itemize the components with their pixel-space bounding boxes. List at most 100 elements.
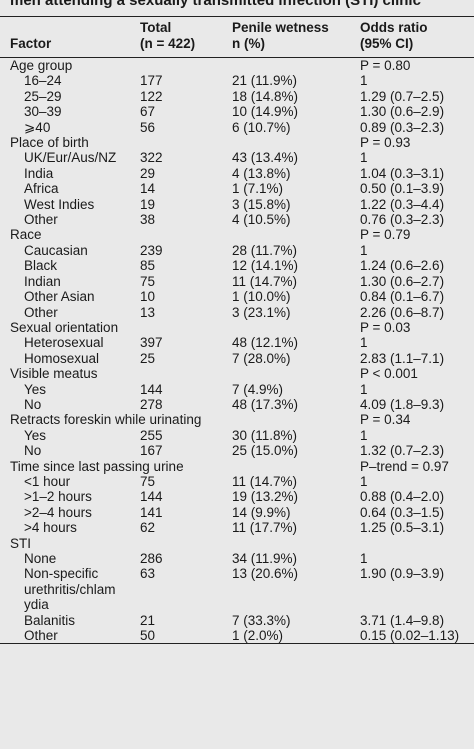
factor-cell: India [24,165,54,181]
wetness-cell: 48 (17.3%) [232,396,299,412]
data-row: West Indies 19 3 (15.8%) 1.22 (0.3–4.4) [0,197,474,212]
wetness-cell: 11 (14.7%) [232,473,298,489]
total-cell: 141 [140,504,163,520]
group-label: Visible meatus [10,366,98,382]
factor-cell: Heterosexual [24,335,104,351]
factor-cell: None [24,551,57,566]
data-row: Heterosexual 397 48 (12.1%) 1 [0,335,474,350]
odds-cell: 0.64 (0.3–1.5) [360,504,445,520]
odds-cell: 0.50 (0.1–3.9) [360,181,445,197]
factor-cell: Other [24,628,58,644]
wetness-cell: 30 (11.8%) [232,427,298,443]
factor-cell: Yes [24,427,47,443]
data-row: >1–2 hours 144 19 (13.2%) 0.88 (0.4–2.0) [0,489,474,504]
data-row: 30–39 67 10 (14.9%) 1.30 (0.6–2.9) [0,104,474,119]
wetness-cell: 3 (23.1%) [232,304,291,320]
p-value: P = 0.79 [360,227,411,243]
wetness-cell: 14 (9.9%) [232,504,291,520]
odds-cell: 1 [360,381,368,397]
factor-cell: Other [24,212,58,228]
factor-cell: >2–4 hours [24,504,92,520]
wetness-cell: 11 (14.7%) [232,273,298,289]
wetness-cell: 34 (11.9%) [232,551,298,566]
odds-cell: 1.29 (0.7–2.5) [360,88,445,104]
wetness-cell: 7 (28.0%) [232,350,291,366]
group-row: Retracts foreskin while urinating P = 0.3… [0,412,474,427]
factor-cell: Non-specific urethritis/chlamydia [24,566,116,613]
odds-cell: 1.22 (0.3–4.4) [360,196,445,212]
header-line: Penile wetness [232,20,329,35]
total-cell: 144 [140,381,163,397]
group-label: Retracts foreskin while urinating [10,412,202,428]
data-row: Yes 255 30 (11.8%) 1 [0,428,474,443]
odds-cell: 2.26 (0.6–8.7) [360,304,445,320]
data-row: Other Asian 10 1 (10.0%) 0.84 (0.1–6.7) [0,289,474,304]
odds-cell: 1.32 (0.7–2.3) [360,443,445,459]
data-row: Africa 14 1 (7.1%) 0.50 (0.1–3.9) [0,181,474,196]
data-row: <1 hour 75 11 (14.7%) 1 [0,474,474,489]
data-row: No 167 25 (15.0%) 1.32 (0.7–2.3) [0,443,474,458]
p-value: P–trend = 0.97 [360,458,449,474]
data-table: Factor Total (n = 422) Penile wetness n (%… [0,16,474,644]
wetness-cell: 4 (10.5%) [232,212,291,228]
group-row: Race P = 0.79 [0,227,474,242]
wetness-cell: 13 (20.6%) [232,566,299,582]
data-row: Homosexual 25 7 (28.0%) 2.83 (1.1–7.1) [0,351,474,366]
wetness-cell: 11 (17.7%) [232,520,298,536]
data-row: ⩾40 56 6 (10.7%) 0.89 (0.3–2.3) [0,120,474,135]
wetness-cell: 19 (13.2%) [232,489,299,505]
total-cell: 286 [140,551,163,566]
total-cell: 29 [140,165,156,181]
factor-cell: 25–29 [24,88,62,104]
total-cell: 63 [140,566,156,582]
header-line: (95% CI) [360,36,414,51]
total-cell: 14 [140,181,156,197]
group-row: Time since last passing urine P–trend = 0… [0,459,474,474]
total-cell: 322 [140,150,163,166]
data-row: Balanitis 21 7 (33.3%) 3.71 (1.4–9.8) [0,613,474,628]
header-cell: Odds ratio (95% CI) [360,17,474,58]
wetness-cell: 25 (15.0%) [232,443,299,459]
data-row: Yes 144 7 (4.9%) 1 [0,382,474,397]
p-value: P = 0.03 [360,319,411,335]
odds-cell: 1.30 (0.6–2.7) [360,273,445,289]
group-row: Sexual orientation P = 0.03 [0,320,474,335]
factor-cell: >4 hours [24,520,77,536]
total-cell: 25 [140,350,156,366]
group-row: Age group P = 0.80 [0,58,474,74]
header-line: Total [140,20,172,35]
total-cell: 75 [140,473,156,489]
odds-cell: 4.09 (1.8–9.3) [360,396,445,412]
total-cell: 122 [140,88,163,104]
total-cell: 144 [140,489,163,505]
total-cell: 177 [140,73,163,89]
data-row: >2–4 hours 141 14 (9.9%) 0.64 (0.3–1.5) [0,505,474,520]
odds-cell: 0.88 (0.4–2.0) [360,489,445,505]
group-row: STI [0,536,474,551]
data-row: Other 38 4 (10.5%) 0.76 (0.3–2.3) [0,212,474,227]
wetness-cell: 4 (13.8%) [232,165,291,181]
wetness-cell: 48 (12.1%) [232,335,299,351]
total-cell: 239 [140,242,163,258]
factor-cell: Black [24,258,58,274]
odds-cell: 1 [360,73,368,89]
factor-cell: Yes [24,381,47,397]
wetness-cell: 1 (7.1%) [232,181,284,197]
data-row: >4 hours 62 11 (17.7%) 1.25 (0.5–3.1) [0,520,474,535]
odds-cell: 1.30 (0.6–2.9) [360,104,445,120]
wetness-cell: 7 (4.9%) [232,381,284,397]
factor-cell: No [24,443,42,459]
group-label: Race [10,227,42,243]
p-value: P < 0.001 [360,366,418,382]
factor-cell: Balanitis [24,612,76,628]
factor-cell: 30–39 [24,104,62,120]
odds-cell: 1 [360,242,368,258]
group-label: Sexual orientation [10,319,119,335]
total-cell: 255 [140,427,163,443]
wetness-cell: 21 (11.9%) [232,73,298,89]
total-cell: 56 [140,119,156,135]
wetness-cell: 43 (13.4%) [232,150,299,166]
odds-cell: 0.89 (0.3–2.3) [360,119,445,135]
odds-cell: 1 [360,427,368,443]
header-cell: Factor [10,36,52,51]
